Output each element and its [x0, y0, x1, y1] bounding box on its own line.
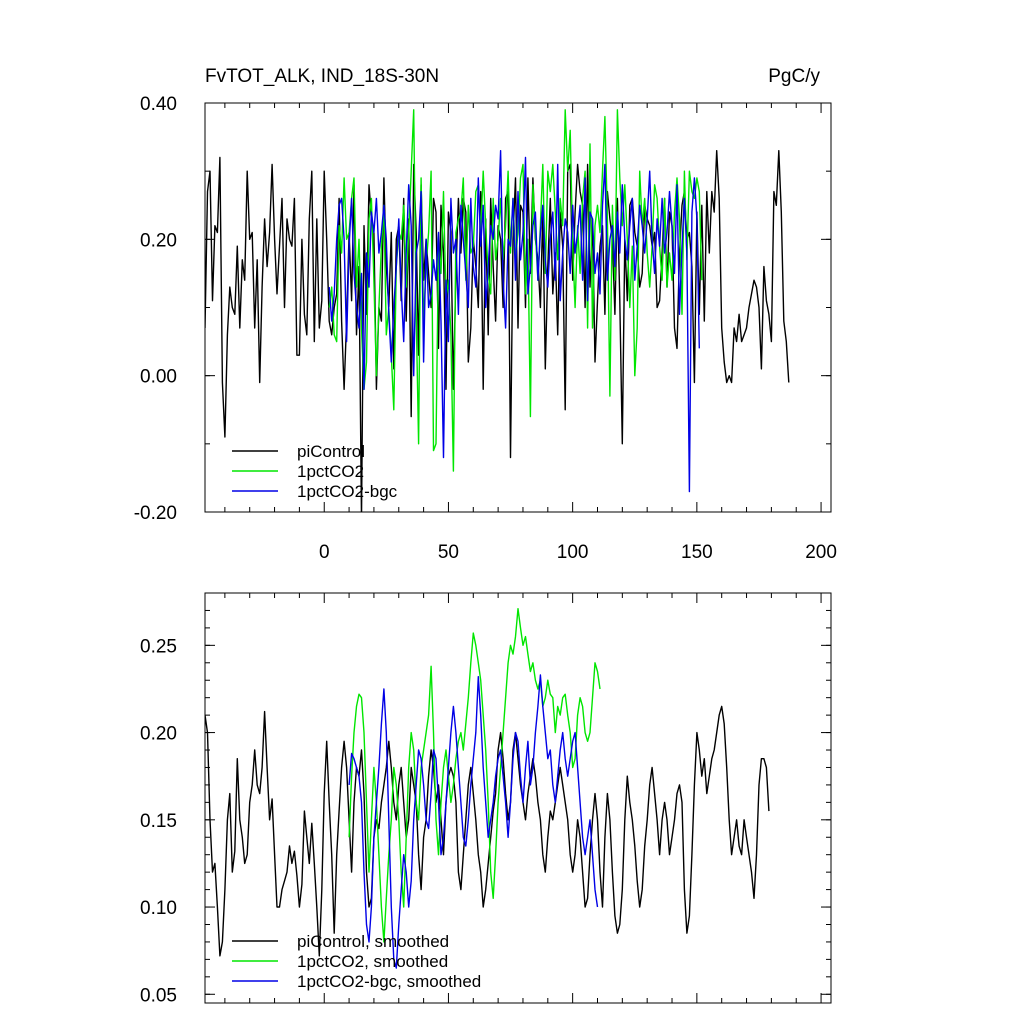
legend-label: 1pctCO2 [297, 462, 364, 481]
x-tick-label: 100 [557, 542, 589, 563]
legend-label: piControl [297, 442, 365, 461]
x-tick-label: 0 [319, 542, 330, 563]
plot-frame [204, 592, 832, 1004]
legend-label: piControl, smoothed [297, 932, 449, 951]
series-line-picontrol [205, 149, 790, 512]
series-line-1pctco2-smoothed [348, 608, 601, 943]
x-tick-label: 200 [805, 542, 837, 563]
y-tick-label: -0.20 [134, 503, 177, 524]
legend-label: 1pctCO2-bgc, smoothed [297, 972, 481, 991]
x-tick-label: 150 [681, 542, 713, 563]
series-line-1pctco2 [328, 109, 703, 472]
y-tick-label: 0.10 [140, 898, 177, 919]
y-tick-label: 0.05 [140, 985, 177, 1006]
series-line-1pctco2-bgc-smoothed [348, 674, 599, 969]
y-tick-label: 0.40 [140, 94, 177, 115]
chart-title: FvTOT_ALK, IND_18S-30N [205, 66, 439, 87]
x-tick-label: 50 [438, 542, 459, 563]
series-line-picontrol-smoothed [205, 705, 770, 957]
y-tick-label: 0.20 [140, 724, 177, 745]
y-tick-label: 0.20 [140, 230, 177, 251]
units-label: PgC/y [768, 66, 820, 87]
top-panel: FvTOT_ALK, IND_18S-30N PgC/y 0 50 100 150 20… [134, 66, 837, 563]
y-tick-label: 0.15 [140, 811, 177, 832]
series-line-1pctco2-bgc [328, 149, 700, 493]
y-tick-label: 0.00 [140, 367, 177, 388]
y-tick-label: 0.25 [140, 636, 177, 657]
legend-label: 1pctCO2, smoothed [297, 952, 448, 971]
legend-label: 1pctCO2-bgc [297, 482, 398, 501]
